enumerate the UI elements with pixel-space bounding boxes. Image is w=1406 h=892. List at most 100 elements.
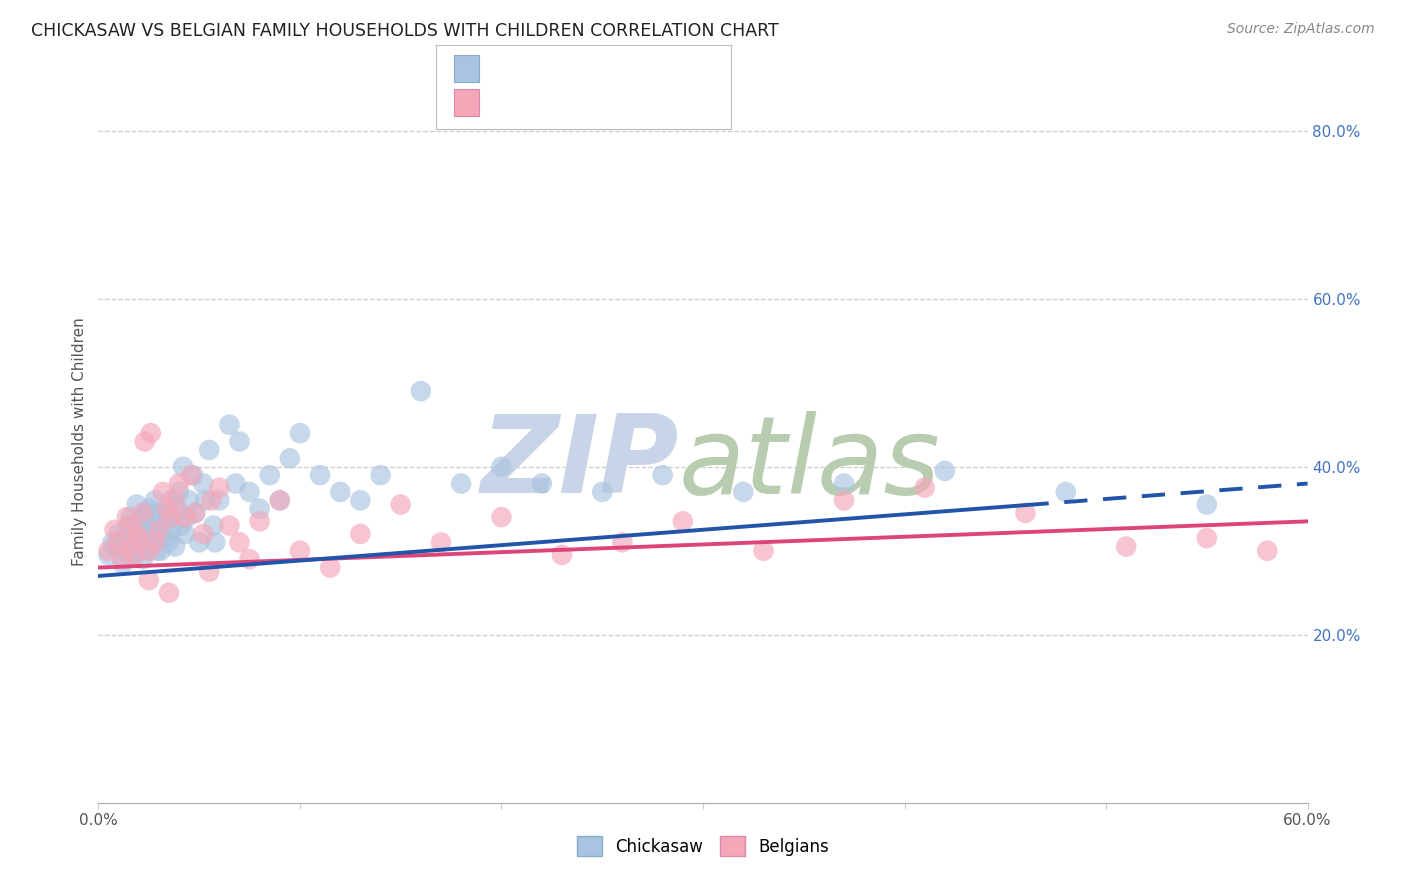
Point <box>157 535 180 549</box>
Text: R =: R = <box>491 94 527 112</box>
Point <box>228 535 250 549</box>
Point <box>156 510 179 524</box>
Point <box>752 543 775 558</box>
Point <box>111 552 134 566</box>
Point <box>174 510 197 524</box>
Text: Source: ZipAtlas.com: Source: ZipAtlas.com <box>1227 22 1375 37</box>
Point <box>132 506 155 520</box>
Point <box>184 506 207 520</box>
Point <box>153 531 176 545</box>
Point <box>146 543 169 558</box>
Point <box>202 518 225 533</box>
Point <box>672 514 695 528</box>
Point <box>491 459 513 474</box>
Point <box>430 535 453 549</box>
Point <box>111 557 134 571</box>
Text: atlas: atlas <box>679 410 941 516</box>
Text: 0.107: 0.107 <box>522 60 578 78</box>
Point <box>193 476 215 491</box>
Point <box>832 476 855 491</box>
Point <box>389 498 412 512</box>
Point <box>200 493 222 508</box>
Point <box>309 468 332 483</box>
Point <box>269 493 291 508</box>
Point <box>135 518 157 533</box>
Point <box>148 527 170 541</box>
Point <box>124 548 146 562</box>
Point <box>198 442 221 457</box>
Point <box>1014 506 1036 520</box>
Point <box>370 468 392 483</box>
Point <box>651 468 673 483</box>
Point <box>184 506 207 520</box>
Point <box>142 535 165 549</box>
Point <box>138 501 160 516</box>
Point <box>239 552 262 566</box>
Point <box>249 501 271 516</box>
Point <box>269 493 291 508</box>
Point <box>167 476 190 491</box>
Point <box>118 548 141 562</box>
Point <box>1195 531 1218 545</box>
Point <box>125 527 148 541</box>
Point <box>128 531 150 545</box>
Point <box>156 501 179 516</box>
Point <box>1115 540 1137 554</box>
Point <box>934 464 956 478</box>
Point <box>1054 485 1077 500</box>
Point <box>612 535 634 549</box>
Point <box>125 498 148 512</box>
Point <box>194 493 217 508</box>
Point <box>139 426 162 441</box>
Point <box>103 540 125 554</box>
Point <box>160 493 183 508</box>
Text: 51: 51 <box>624 94 650 112</box>
Point <box>208 493 231 508</box>
Point <box>193 527 215 541</box>
Point <box>249 514 271 528</box>
Point <box>118 540 141 554</box>
Point <box>114 531 136 545</box>
Point <box>172 459 194 474</box>
Point <box>349 493 371 508</box>
Point <box>1256 543 1278 558</box>
Point <box>139 527 162 541</box>
Point <box>134 434 156 449</box>
Point <box>239 485 262 500</box>
Point <box>218 518 240 533</box>
Point <box>160 510 183 524</box>
Point <box>329 485 352 500</box>
Text: 79: 79 <box>624 60 650 78</box>
Point <box>134 535 156 549</box>
Point <box>103 523 125 537</box>
Point <box>138 543 160 558</box>
Point <box>170 518 193 533</box>
Point <box>132 531 155 545</box>
Point <box>120 518 142 533</box>
Text: 0.160: 0.160 <box>522 94 578 112</box>
Point <box>278 451 301 466</box>
Point <box>409 384 432 398</box>
Point <box>551 548 574 562</box>
Text: CHICKASAW VS BELGIAN FAMILY HOUSEHOLDS WITH CHILDREN CORRELATION CHART: CHICKASAW VS BELGIAN FAMILY HOUSEHOLDS W… <box>31 22 779 40</box>
Point <box>228 434 250 449</box>
Point <box>107 535 129 549</box>
Point <box>149 543 172 558</box>
Point <box>152 518 174 533</box>
Point <box>176 510 198 524</box>
Point <box>259 468 281 483</box>
Point <box>138 573 160 587</box>
Point <box>128 543 150 558</box>
Point <box>198 565 221 579</box>
Legend: Chickasaw, Belgians: Chickasaw, Belgians <box>571 830 835 863</box>
Point <box>288 426 311 441</box>
Point <box>166 501 188 516</box>
Point <box>174 527 197 541</box>
Point <box>208 481 231 495</box>
Point <box>491 510 513 524</box>
Point <box>914 481 936 495</box>
Point <box>148 523 170 537</box>
Point <box>124 548 146 562</box>
Point <box>143 510 166 524</box>
Point <box>163 540 186 554</box>
